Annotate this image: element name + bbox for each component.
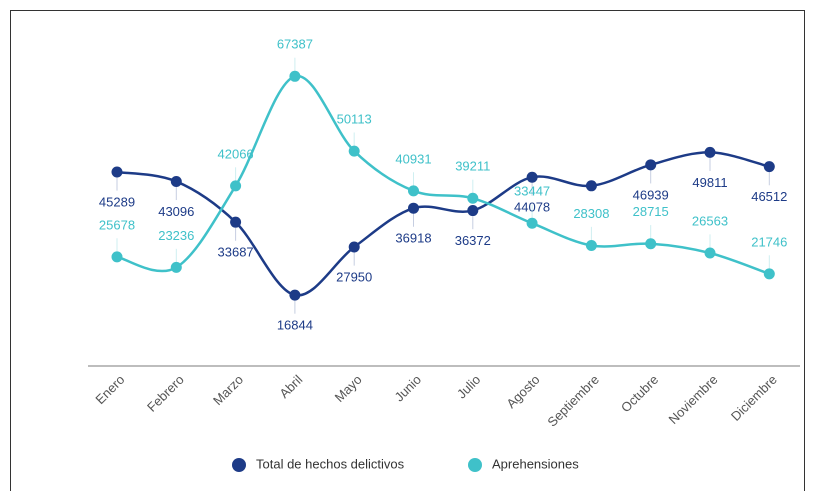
data-label: 27950 xyxy=(336,269,372,284)
data-point xyxy=(348,241,360,253)
data-point xyxy=(289,70,301,82)
data-label: 26563 xyxy=(692,213,728,228)
data-label: 23236 xyxy=(158,228,194,243)
data-label: 25678 xyxy=(99,217,135,232)
legend-marker xyxy=(468,458,482,472)
data-label: 33447 xyxy=(514,184,550,199)
data-label: 67387 xyxy=(277,37,313,52)
data-label: 44078 xyxy=(514,200,550,215)
data-label: 36918 xyxy=(395,231,431,246)
data-label: 33687 xyxy=(218,245,254,260)
data-point xyxy=(645,238,657,250)
data-label: 45289 xyxy=(99,194,135,209)
data-point xyxy=(467,205,479,217)
data-point xyxy=(111,166,123,178)
legend-label: Aprehensiones xyxy=(492,456,579,471)
data-label: 49811 xyxy=(692,175,727,190)
data-point xyxy=(585,239,597,251)
data-point xyxy=(526,217,538,229)
legend-marker xyxy=(232,458,246,472)
data-point xyxy=(170,261,182,273)
data-label: 36372 xyxy=(455,233,491,248)
data-point xyxy=(645,159,657,171)
data-point xyxy=(408,202,419,214)
data-point xyxy=(526,171,538,183)
data-label: 46512 xyxy=(751,189,787,204)
data-label: 46939 xyxy=(633,187,669,202)
data-label: 43096 xyxy=(158,204,194,219)
data-point xyxy=(289,289,301,301)
data-point xyxy=(585,180,597,192)
data-point xyxy=(111,251,123,263)
legend-label: Total de hechos delictivos xyxy=(256,456,405,471)
frame xyxy=(10,10,805,491)
data-label: 21746 xyxy=(751,234,787,249)
data-point xyxy=(348,145,360,157)
data-label: 16844 xyxy=(277,318,313,333)
data-point xyxy=(230,216,242,228)
data-label: 28308 xyxy=(573,206,609,221)
data-label: 42066 xyxy=(218,146,254,161)
data-point xyxy=(704,247,716,259)
data-point xyxy=(763,161,775,173)
data-point xyxy=(408,185,419,197)
data-point xyxy=(170,175,182,187)
data-point xyxy=(704,146,716,158)
data-point xyxy=(467,192,479,204)
data-label: 39211 xyxy=(455,159,490,174)
data-point xyxy=(230,180,242,192)
data-label: 50113 xyxy=(337,112,372,127)
data-point xyxy=(763,268,775,280)
data-label: 40931 xyxy=(395,151,431,166)
data-label: 28715 xyxy=(633,204,669,219)
